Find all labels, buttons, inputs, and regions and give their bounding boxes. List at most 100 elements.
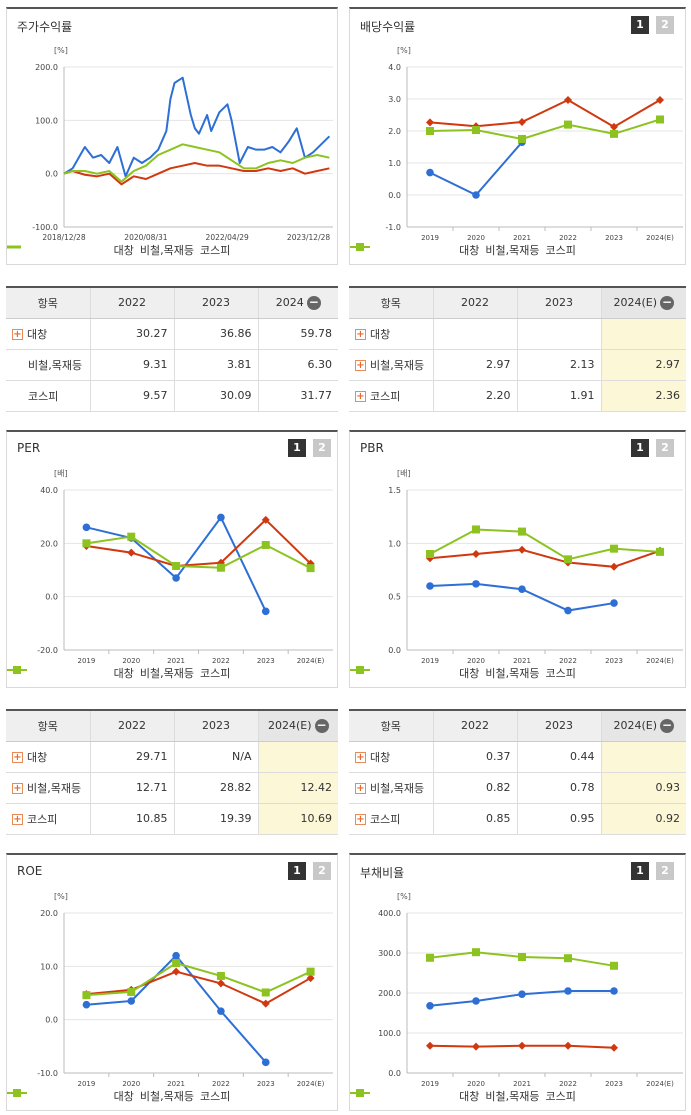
collapse-icon[interactable]: − (314, 717, 329, 733)
panel-title: PBR (360, 441, 384, 455)
debt-ratio-chart: [%] 400.0 300.0 200.0 100.0 0.0 2019 2020 2021 20… (378, 892, 683, 1088)
row-label: 대창 (27, 750, 48, 764)
page-2-button[interactable]: 2 (313, 439, 331, 457)
page-2-button[interactable]: 2 (313, 862, 331, 880)
page-2-button[interactable]: 2 (656, 862, 674, 880)
table-header-row: 항목 2022 2023 2024(E) − (349, 287, 686, 319)
dividend-yield-table: 항목 2022 2023 2024(E) − + 대창 + 비철,목재등 2.97 2.13 2.97… (349, 286, 686, 412)
legend-label: 코스피 (199, 244, 231, 257)
row-label: 대창 (370, 327, 391, 341)
y-unit-label: [%] (54, 46, 68, 55)
value-cell: 10.69 (257, 803, 338, 835)
row-label: 대창 (370, 750, 391, 764)
row-label-cell: + 코스피 (6, 803, 90, 835)
x-tick-label: 2023 (257, 1080, 275, 1088)
value-cell: 3.81 (173, 349, 258, 381)
legend-label: 대창 (459, 1090, 480, 1103)
page-1-button[interactable]: 1 (631, 16, 649, 34)
page-1-button[interactable]: 1 (288, 439, 306, 457)
table-row: + 코스피 10.85 19.39 10.69 (6, 803, 338, 835)
legend-label: 대창 (113, 244, 134, 257)
dividend-yield-panel: 배당수익률 1 2 [%] 4.0 3.0 2.0 1.0 0.0 -1.0 2019 2020… (349, 7, 686, 265)
y-tick-label: 2.0 (388, 127, 401, 136)
legend-item-kospi[interactable]: 코스피 (350, 1088, 576, 1104)
page-1-button[interactable]: 1 (288, 862, 306, 880)
per-chart: [배] 40.0 20.0 0.0 -20.0 2019 2020 2021 2022 2023 2… (37, 469, 333, 665)
legend-item-kospi[interactable]: 코스피 (350, 242, 576, 258)
legend-item-industry[interactable]: 비철,목재등 (350, 665, 539, 681)
column-header-label: 항목 (380, 719, 401, 733)
legend-item-company[interactable]: 대창 (7, 665, 134, 681)
y-tick-label: 20.0 (40, 539, 58, 548)
legend-item-kospi[interactable]: 코스피 (7, 242, 231, 258)
legend-item-company[interactable]: 대창 (350, 665, 479, 681)
panel-title: ROE (17, 864, 43, 878)
page-1-button[interactable]: 1 (631, 862, 649, 880)
x-tick-label: 2022 (212, 1080, 230, 1088)
expand-icon[interactable]: + (12, 814, 23, 825)
expand-icon[interactable]: + (355, 391, 366, 402)
x-tick-label: 2024(E) (646, 234, 674, 242)
data-point-kospi (564, 954, 572, 963)
expand-icon[interactable]: + (12, 752, 23, 763)
data-point-industry (472, 550, 480, 558)
value-cell (257, 741, 338, 773)
expand-icon[interactable]: + (12, 783, 23, 794)
y-tick-label: 200.0 (35, 63, 58, 72)
value-cell (432, 318, 517, 350)
value-cell: 2.13 (516, 349, 601, 381)
data-point-company (610, 987, 618, 995)
page-2-button[interactable]: 2 (656, 439, 674, 457)
x-tick-label: 2024(E) (646, 657, 674, 665)
data-point-kospi (472, 525, 480, 534)
legend-item-industry[interactable]: 비철,목재등 (7, 242, 194, 258)
legend-marker (350, 666, 370, 674)
legend-item-industry[interactable]: 비철,목재등 (350, 242, 539, 258)
row-label-cell: + 대창 (6, 318, 90, 350)
data-point-kospi (472, 948, 480, 957)
legend-item-kospi[interactable]: 코스피 (350, 665, 576, 681)
legend-marker (350, 243, 370, 251)
data-point-kospi (82, 991, 91, 1000)
y-tick-label: 400.0 (378, 909, 401, 918)
collapse-icon[interactable]: − (660, 717, 675, 733)
x-tick-label: 2023 (605, 1080, 623, 1088)
data-point-kospi (127, 532, 136, 541)
expand-icon[interactable]: + (12, 329, 23, 340)
series-line-kospi (86, 962, 312, 997)
x-tick-label: 2023/12/28 (287, 233, 330, 242)
page-1-button[interactable]: 1 (631, 439, 649, 457)
data-point-company (564, 606, 572, 615)
expand-icon[interactable]: + (355, 783, 366, 794)
column-header: 2024(E) − (600, 710, 686, 742)
data-point-kospi (564, 555, 572, 564)
collapse-icon[interactable]: − (306, 294, 321, 310)
value-cell: 30.09 (173, 380, 258, 412)
legend-label: 비철,목재등 (139, 244, 194, 257)
table-row: 비철,목재등 9.31 3.81 6.30 (6, 349, 338, 381)
expand-icon[interactable]: + (355, 814, 366, 825)
data-point-company (172, 951, 180, 960)
legend-item-industry[interactable]: 비철,목재등 (350, 1088, 539, 1104)
page-2-button[interactable]: 2 (656, 16, 674, 34)
legend-item-company[interactable]: 대창 (7, 242, 134, 258)
value-cell: 36.86 (173, 318, 258, 350)
expand-icon[interactable]: + (355, 360, 366, 371)
legend-item-company[interactable]: 대창 (7, 1088, 134, 1104)
data-point-kospi (610, 129, 618, 138)
expand-icon[interactable]: + (355, 329, 366, 340)
legend-item-industry[interactable]: 비철,목재등 (7, 1088, 194, 1104)
expand-icon[interactable]: + (355, 752, 366, 763)
data-point-industry (518, 118, 526, 127)
legend-item-company[interactable]: 대창 (350, 1088, 480, 1104)
table-header-row: 항목 2022 2023 2024− (6, 287, 338, 319)
legend-item-industry[interactable]: 비철,목재등 (7, 665, 194, 681)
legend-item-company[interactable]: 대창 (350, 242, 479, 258)
value-cell (516, 318, 601, 350)
collapse-icon[interactable]: − (660, 294, 675, 310)
legend-item-kospi[interactable]: 코스피 (7, 1088, 230, 1104)
legend-label: 비철,목재등 (139, 1090, 194, 1103)
legend-item-kospi[interactable]: 코스피 (7, 665, 230, 681)
value-cell: 59.78 (257, 318, 338, 350)
y-unit-label: [%] (397, 46, 411, 55)
